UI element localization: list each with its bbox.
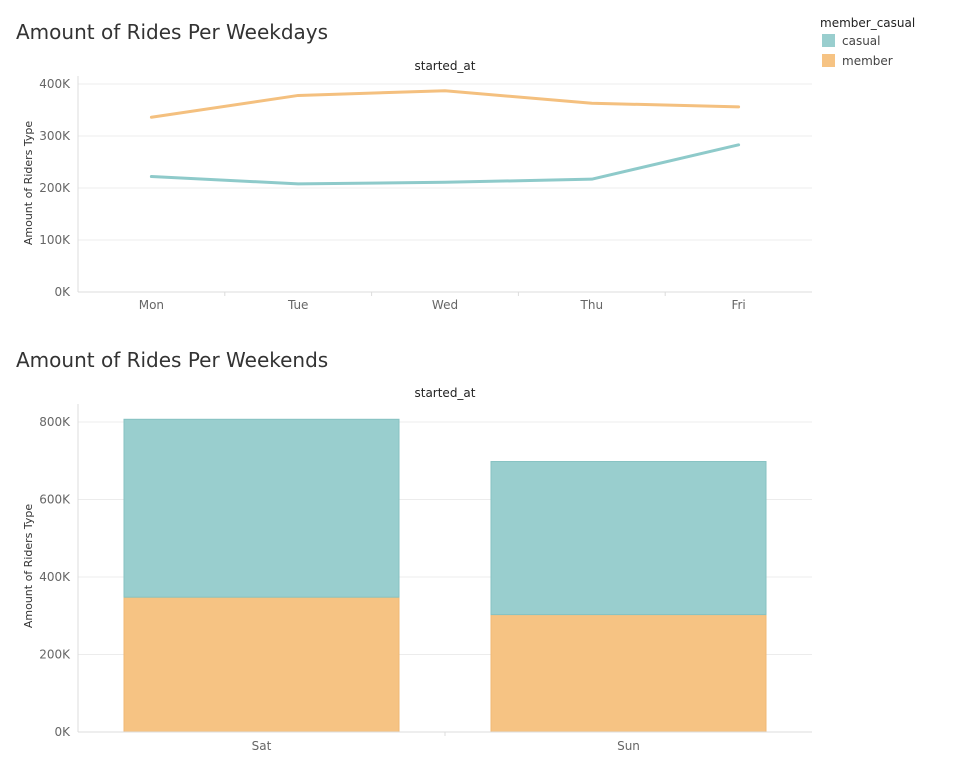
legend-swatch-member bbox=[822, 54, 835, 67]
weekdays-x-tick-thu: Thu bbox=[580, 298, 604, 312]
legend: member_casual casual member bbox=[820, 16, 915, 68]
bar-sat-casual[interactable] bbox=[123, 418, 400, 598]
weekends-x-ticks: Sat Sun bbox=[252, 739, 640, 753]
series-line-casual[interactable] bbox=[149, 143, 741, 186]
weekdays-y-tick-label: 0K bbox=[54, 285, 71, 299]
weekends-bars bbox=[78, 418, 812, 736]
weekends-y-ticks: 0K 200K 400K 600K 800K bbox=[39, 415, 71, 739]
legend-label-member[interactable]: member bbox=[842, 54, 893, 68]
weekends-chart-title: Amount of Rides Per Weekends bbox=[16, 348, 328, 372]
weekdays-grid bbox=[77, 76, 812, 296]
weekends-column-header: started_at bbox=[414, 386, 475, 400]
weekends-x-tick-sun: Sun bbox=[617, 739, 640, 753]
weekends-y-tick-label: 0K bbox=[54, 725, 71, 739]
legend-swatch-casual bbox=[822, 34, 835, 47]
weekends-y-axis-label: Amount of Riders Type bbox=[22, 504, 35, 629]
weekends-y-tick-label: 200K bbox=[39, 648, 71, 662]
point-member-wed[interactable] bbox=[441, 87, 449, 95]
weekdays-y-tick-label: 100K bbox=[39, 233, 71, 247]
point-casual-fri[interactable] bbox=[735, 141, 743, 149]
weekends-y-tick-label: 600K bbox=[39, 493, 71, 507]
weekdays-x-ticks: Mon Tue Wed Thu Fri bbox=[139, 298, 746, 312]
weekdays-y-tick-label: 400K bbox=[39, 77, 71, 91]
weekdays-y-tick-label: 200K bbox=[39, 181, 71, 195]
point-member-thu[interactable] bbox=[588, 99, 596, 107]
weekdays-y-ticks: 0K 100K 200K 300K 400K bbox=[39, 77, 71, 299]
point-member-mon[interactable] bbox=[147, 113, 155, 121]
weekdays-x-tick-fri: Fri bbox=[731, 298, 745, 312]
weekdays-x-tick-mon: Mon bbox=[139, 298, 164, 312]
weekends-x-tick-sat: Sat bbox=[252, 739, 272, 753]
series-line-member[interactable] bbox=[149, 89, 741, 119]
weekdays-column-header: started_at bbox=[414, 59, 475, 73]
point-casual-thu[interactable] bbox=[588, 175, 596, 183]
point-casual-mon[interactable] bbox=[147, 173, 155, 181]
weekdays-y-tick-label: 300K bbox=[39, 129, 71, 143]
point-member-fri[interactable] bbox=[735, 103, 743, 111]
point-casual-tue[interactable] bbox=[294, 180, 302, 188]
legend-label-casual[interactable]: casual bbox=[842, 34, 881, 48]
weekends-y-tick-label: 800K bbox=[39, 415, 71, 429]
point-member-tue[interactable] bbox=[294, 91, 302, 99]
point-casual-wed[interactable] bbox=[441, 178, 449, 186]
weekdays-chart-title: Amount of Rides Per Weekdays bbox=[16, 20, 328, 44]
weekends-y-tick-label: 400K bbox=[39, 570, 71, 584]
weekdays-series bbox=[147, 87, 743, 188]
legend-title: member_casual bbox=[820, 16, 915, 30]
weekdays-x-tick-tue: Tue bbox=[287, 298, 309, 312]
bar-sun-member[interactable] bbox=[490, 614, 767, 733]
bar-sat-member[interactable] bbox=[123, 596, 400, 733]
bar-sun-casual[interactable] bbox=[490, 461, 767, 616]
weekdays-x-tick-wed: Wed bbox=[432, 298, 458, 312]
weekdays-y-axis-label: Amount of Riders Type bbox=[22, 121, 35, 246]
